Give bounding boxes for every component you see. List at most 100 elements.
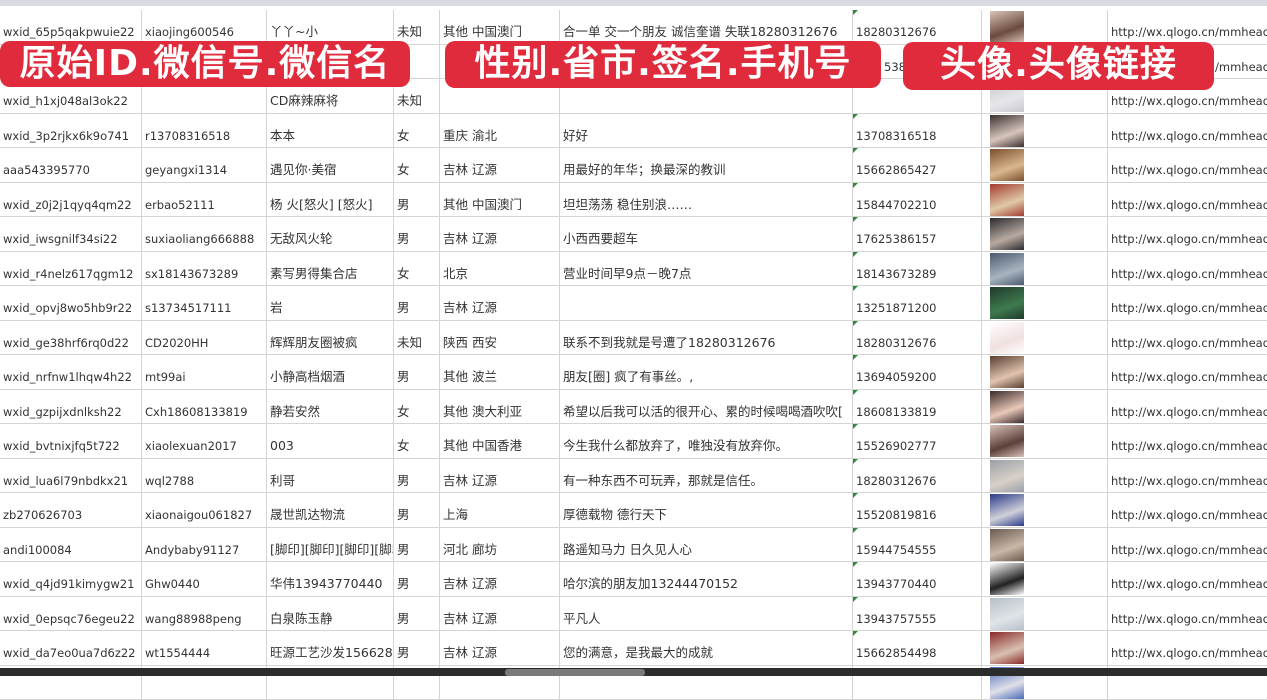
cell-avatar-link[interactable]: http://wx.qlogo.cn/mmhead xyxy=(1108,355,1267,389)
cell-phone[interactable]: 15662865427 xyxy=(853,148,982,182)
cell-signature[interactable]: 您的满意，是我最大的成就 xyxy=(560,631,853,665)
cell-gender[interactable]: 男 xyxy=(394,562,440,596)
cell-original-id[interactable]: wxid_lua6l79nbdkx21 xyxy=(0,459,142,493)
cell-region[interactable]: 重庆 渝北 xyxy=(440,114,560,148)
cell-gender[interactable]: 男 xyxy=(394,183,440,217)
cell-signature[interactable]: 厚德载物 德行天下 xyxy=(560,493,853,527)
cell-region[interactable]: 北京 xyxy=(440,252,560,286)
cell-signature[interactable]: 平凡人 xyxy=(560,597,853,631)
cell-avatar-link[interactable]: http://wx.qlogo.cn/mmhead xyxy=(1108,424,1267,458)
cell-wechat-name[interactable]: [脚印][脚印][脚印][脚印] xyxy=(267,528,394,562)
cell-avatar-link[interactable]: http://wx.qlogo.cn/mmhead xyxy=(1108,252,1267,286)
cell-region[interactable]: 吉林 辽源 xyxy=(440,286,560,320)
cell-signature[interactable]: 希望以后我可以活的很开心、累的时候喝喝酒吹吹[ xyxy=(560,390,853,424)
cell-avatar[interactable] xyxy=(982,459,1108,493)
cell-gender[interactable]: 未知 xyxy=(394,321,440,355)
cell-wechat-id[interactable]: s13734517111 xyxy=(142,286,267,320)
cell-avatar-link[interactable]: http://wx.qlogo.cn/mmhead xyxy=(1108,631,1267,665)
cell-original-id[interactable]: wxid_gzpijxdnlksh22 xyxy=(0,390,142,424)
cell-signature[interactable]: 今生我什么都放弃了，唯独没有放弃你。 xyxy=(560,424,853,458)
cell-wechat-name[interactable]: 旺源工艺沙发15662854 xyxy=(267,631,394,665)
cell-gender[interactable]: 男 xyxy=(394,217,440,251)
cell-signature[interactable]: 营业时间早9点－晚7点 xyxy=(560,252,853,286)
cell-phone[interactable]: 17625386157 xyxy=(853,217,982,251)
cell-wechat-id[interactable]: xiaonaigou061827 xyxy=(142,493,267,527)
cell-signature[interactable]: 好好 xyxy=(560,114,853,148)
cell-avatar[interactable] xyxy=(982,493,1108,527)
cell-wechat-name[interactable]: 静若安然 xyxy=(267,390,394,424)
cell-original-id[interactable]: wxid_bvtnixjfq5t722 xyxy=(0,424,142,458)
cell-wechat-id[interactable]: geyangxi1314 xyxy=(142,148,267,182)
cell-wechat-id[interactable]: xiaojing600546 xyxy=(142,10,267,44)
cell-signature[interactable]: 路遥知马力 日久见人心 xyxy=(560,528,853,562)
cell-signature[interactable]: 用最好的年华；换最深的教训 xyxy=(560,148,853,182)
cell-avatar-link[interactable]: http://wx.qlogo.cn/mmhead xyxy=(1108,390,1267,424)
cell-avatar[interactable] xyxy=(982,252,1108,286)
cell-gender[interactable]: 男 xyxy=(394,286,440,320)
cell-region[interactable]: 吉林 辽源 xyxy=(440,631,560,665)
cell-wechat-name[interactable]: 本本 xyxy=(267,114,394,148)
cell-avatar-link[interactable]: http://wx.qlogo.cn/mmhead xyxy=(1108,321,1267,355)
cell-phone[interactable]: 15662854498 xyxy=(853,631,982,665)
cell-region[interactable]: 上海 xyxy=(440,493,560,527)
cell-region[interactable]: 其他 中国澳门 xyxy=(440,183,560,217)
cell-phone[interactable]: 13694059200 xyxy=(853,355,982,389)
cell-avatar-link[interactable]: http://wx.qlogo.cn/mmhead xyxy=(1108,286,1267,320)
cell-original-id[interactable]: wxid_nrfnw1lhqw4h22 xyxy=(0,355,142,389)
cell-wechat-id[interactable]: wt1554444 xyxy=(142,631,267,665)
cell-avatar[interactable] xyxy=(982,114,1108,148)
cell-region[interactable]: 吉林 辽源 xyxy=(440,459,560,493)
cell-avatar-link[interactable]: http://wx.qlogo.cn/mmhead xyxy=(1108,10,1267,44)
cell-original-id[interactable]: zb270626703 xyxy=(0,493,142,527)
cell-phone[interactable]: 13251871200 xyxy=(853,286,982,320)
cell-wechat-id[interactable]: Ghw0440 xyxy=(142,562,267,596)
cell-wechat-name[interactable]: 利哥 xyxy=(267,459,394,493)
cell-wechat-name[interactable]: 岩 xyxy=(267,286,394,320)
cell-avatar-link[interactable]: http://wx.qlogo.cn/mmhead xyxy=(1108,183,1267,217)
cell-signature[interactable] xyxy=(560,286,853,320)
cell-phone[interactable]: 18280312676 xyxy=(853,10,982,44)
cell-gender[interactable]: 女 xyxy=(394,424,440,458)
cell-avatar-link[interactable]: http://wx.qlogo.cn/mmhead xyxy=(1108,114,1267,148)
cell-avatar-link[interactable]: http://wx.qlogo.cn/mmhead xyxy=(1108,562,1267,596)
cell-avatar[interactable] xyxy=(982,286,1108,320)
cell-region[interactable]: 吉林 辽源 xyxy=(440,148,560,182)
cell-gender[interactable]: 男 xyxy=(394,528,440,562)
cell-phone[interactable]: 15520819816 xyxy=(853,493,982,527)
cell-signature[interactable]: 坦坦荡荡 稳住别浪…… xyxy=(560,183,853,217)
cell-wechat-name[interactable]: 晟世凯达物流 xyxy=(267,493,394,527)
cell-avatar[interactable] xyxy=(982,183,1108,217)
cell-signature[interactable]: 合一单 交一个朋友 诚信奎谱 失联18280312676 xyxy=(560,10,853,44)
cell-region[interactable]: 吉林 辽源 xyxy=(440,217,560,251)
cell-region[interactable]: 其他 中国澳门 xyxy=(440,10,560,44)
cell-avatar[interactable] xyxy=(982,562,1108,596)
cell-gender[interactable]: 男 xyxy=(394,597,440,631)
cell-wechat-name[interactable]: 白泉陈玉静 xyxy=(267,597,394,631)
cell-region[interactable]: 河北 廊坊 xyxy=(440,528,560,562)
cell-phone[interactable]: 13708316518 xyxy=(853,114,982,148)
cell-phone[interactable]: 13943770440 xyxy=(853,562,982,596)
cell-original-id[interactable]: wxid_z0j2j1qyq4qm22 xyxy=(0,183,142,217)
cell-wechat-name[interactable]: 遇见你·美宿 xyxy=(267,148,394,182)
cell-wechat-name[interactable]: 小静高档烟酒 xyxy=(267,355,394,389)
cell-signature[interactable]: 哈尔滨的朋友加13244470152 xyxy=(560,562,853,596)
cell-wechat-id[interactable]: xiaolexuan2017 xyxy=(142,424,267,458)
cell-phone[interactable]: 15844702210 xyxy=(853,183,982,217)
cell-wechat-id[interactable]: CD2020HH xyxy=(142,321,267,355)
cell-avatar-link[interactable]: http://wx.qlogo.cn/mmhead xyxy=(1108,597,1267,631)
cell-avatar[interactable] xyxy=(982,631,1108,665)
cell-wechat-name[interactable]: 003 xyxy=(267,424,394,458)
cell-gender[interactable]: 未知 xyxy=(394,10,440,44)
cell-original-id[interactable]: wxid_opvj8wo5hb9r22 xyxy=(0,286,142,320)
cell-wechat-name[interactable]: 丫丫~小 xyxy=(267,10,394,44)
cell-region[interactable]: 其他 中国香港 xyxy=(440,424,560,458)
cell-gender[interactable]: 女 xyxy=(394,252,440,286)
cell-wechat-name[interactable]: 素写男得集合店 xyxy=(267,252,394,286)
cell-avatar-link[interactable]: http://wx.qlogo.cn/mmhead xyxy=(1108,217,1267,251)
cell-signature[interactable]: 小西西要超车 xyxy=(560,217,853,251)
cell-original-id[interactable]: wxid_ge38hrf6rq0d22 xyxy=(0,321,142,355)
cell-signature[interactable]: 有一种东西不可玩弄，那就是信任。 xyxy=(560,459,853,493)
cell-region[interactable]: 其他 澳大利亚 xyxy=(440,390,560,424)
cell-avatar[interactable] xyxy=(982,528,1108,562)
cell-signature[interactable]: 联系不到我就是号遭了18280312676 xyxy=(560,321,853,355)
